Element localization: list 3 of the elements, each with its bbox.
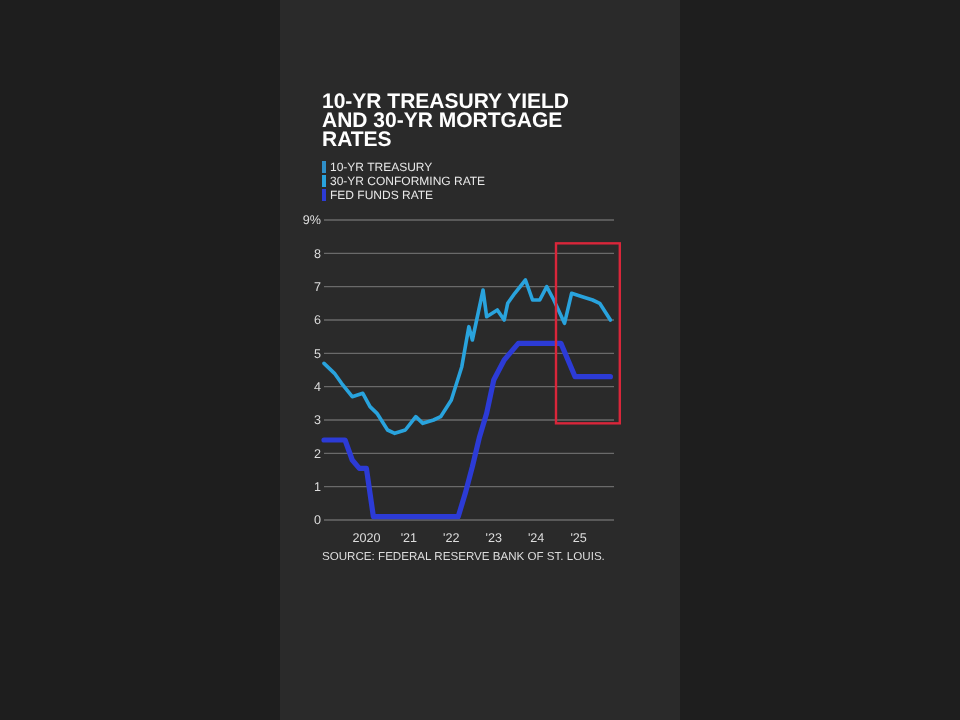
line-series [321, 340, 613, 520]
line-series [322, 278, 613, 436]
chart-title: 10-YR TREASURY YIELD AND 30-YR MORTGAGE RATES [322, 90, 570, 152]
